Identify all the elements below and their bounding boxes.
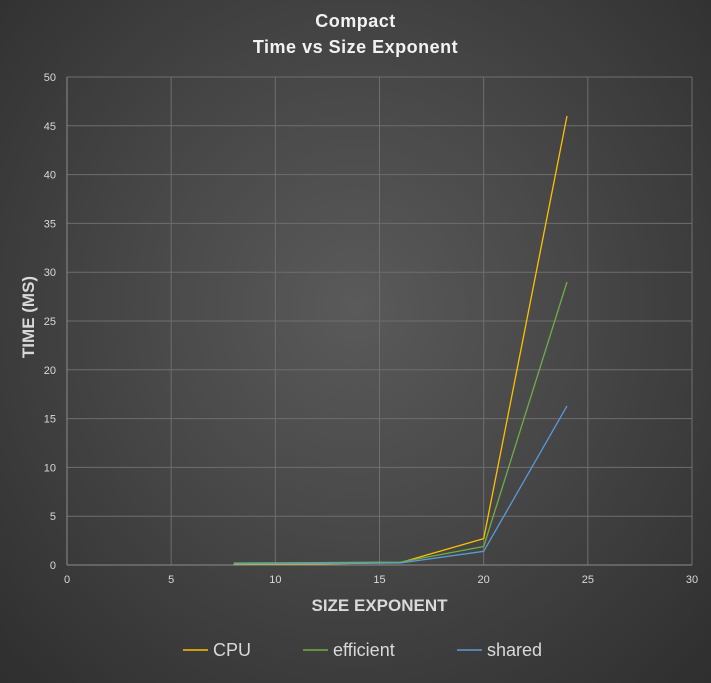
legend-label: efficient bbox=[333, 640, 395, 660]
legend-item-CPU: CPU bbox=[183, 640, 251, 660]
series-layer bbox=[233, 115, 568, 566]
legend: CPU efficient shared bbox=[183, 640, 542, 660]
legend-label: shared bbox=[487, 640, 542, 660]
x-tick-label: 20 bbox=[478, 574, 490, 586]
y-tick-label: 40 bbox=[44, 170, 56, 182]
y-tick-label: 10 bbox=[44, 462, 56, 474]
y-tick-label: 50 bbox=[44, 72, 56, 84]
legend-label: CPU bbox=[213, 640, 251, 660]
tick-labels: 0 5 10 15 20 25 30 35 40 45 50 0 5 10 15 20 25 30 bbox=[44, 72, 698, 586]
y-tick-label: 30 bbox=[44, 267, 56, 279]
x-tick-label: 0 bbox=[64, 574, 70, 586]
legend-item-shared: shared bbox=[457, 640, 542, 660]
series-line-CPU bbox=[233, 115, 568, 566]
x-tick-label: 25 bbox=[582, 574, 594, 586]
axes bbox=[66, 77, 692, 566]
y-tick-label: 45 bbox=[44, 121, 56, 133]
x-tick-label: 30 bbox=[686, 574, 698, 586]
y-tick-label: 15 bbox=[44, 414, 56, 426]
gridlines bbox=[67, 76, 693, 565]
x-tick-label: 10 bbox=[269, 574, 281, 586]
x-axis-title: SIZE EXPONENT bbox=[311, 596, 448, 615]
chart-title: Compact bbox=[315, 11, 396, 31]
chart-subtitle: Time vs Size Exponent bbox=[252, 37, 459, 57]
y-tick-label: 20 bbox=[44, 365, 56, 377]
x-tick-label: 5 bbox=[168, 574, 174, 586]
y-tick-label: 35 bbox=[44, 218, 56, 230]
y-axis-title: TIME (MS) bbox=[19, 276, 38, 358]
series-line-shared bbox=[233, 405, 568, 565]
series-line-efficient bbox=[233, 281, 568, 564]
y-tick-label: 25 bbox=[44, 316, 56, 328]
legend-item-efficient: efficient bbox=[303, 640, 395, 660]
y-tick-label: 5 bbox=[50, 511, 56, 523]
y-tick-label: 0 bbox=[50, 560, 56, 572]
x-tick-label: 15 bbox=[373, 574, 385, 586]
